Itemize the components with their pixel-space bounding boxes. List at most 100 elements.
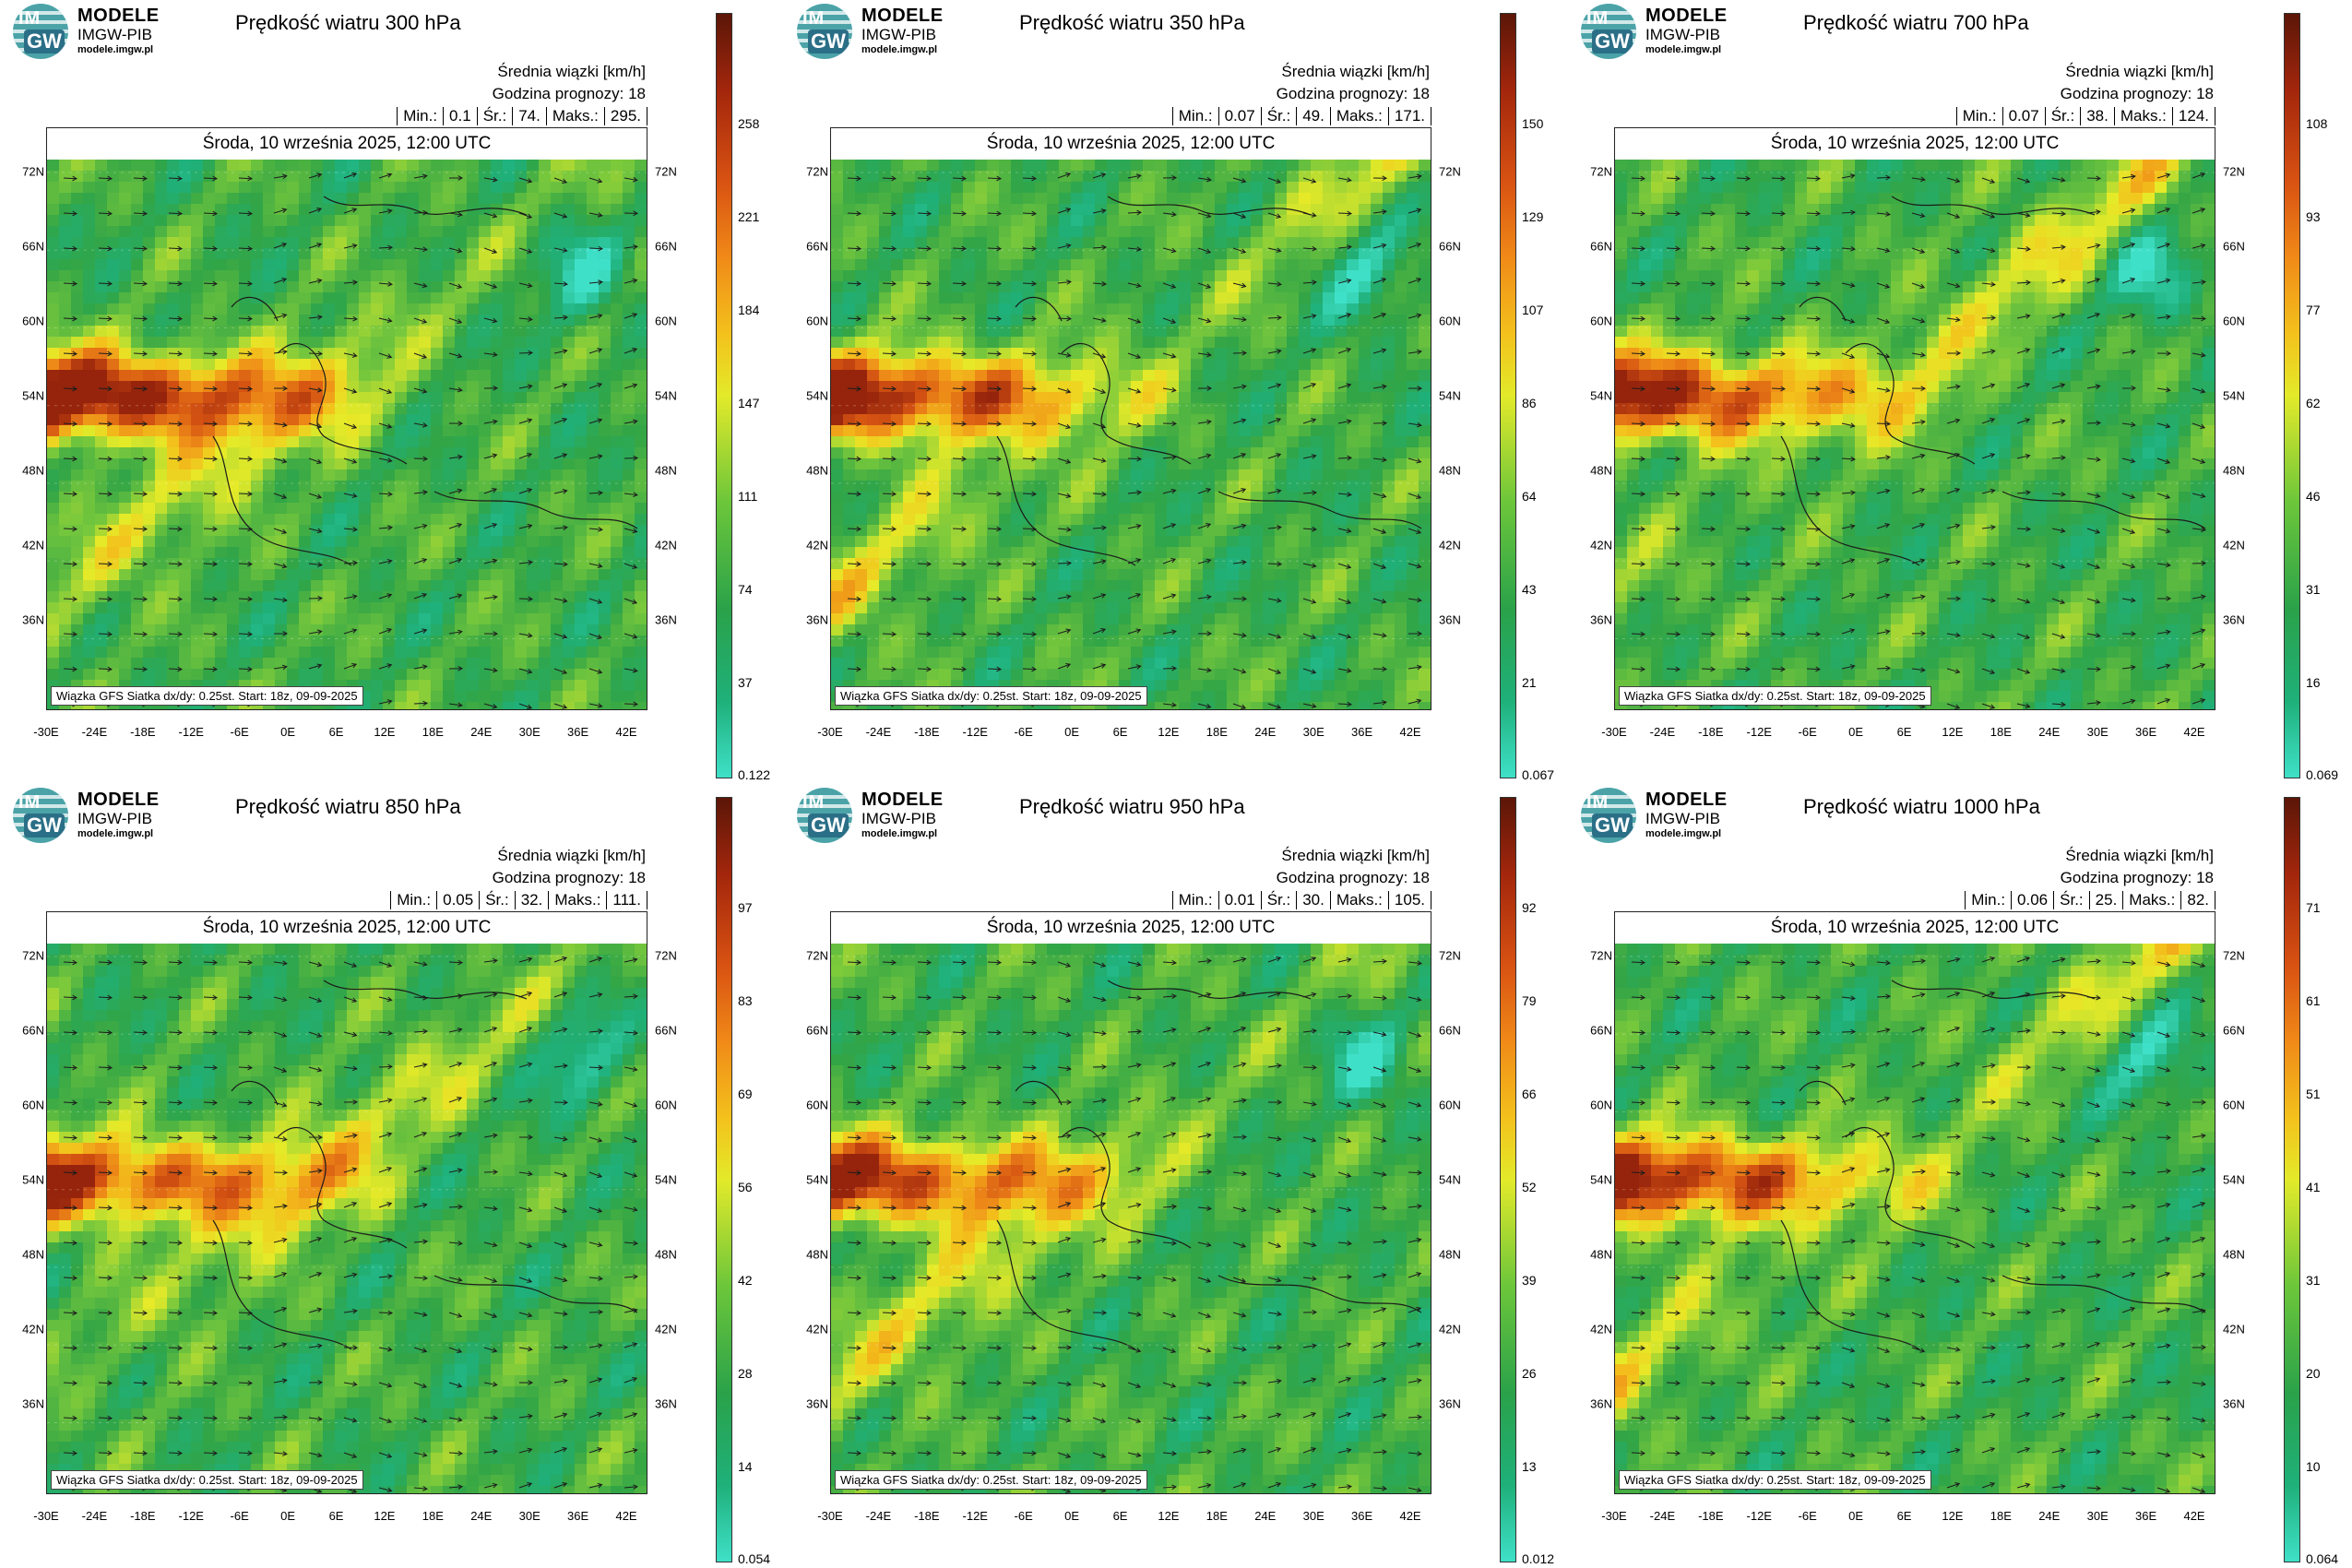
wind-arrow <box>518 1241 533 1248</box>
wind-arrow <box>98 386 113 392</box>
wind-arrow <box>1981 1481 1996 1489</box>
wind-arrow <box>2086 278 2101 284</box>
wind-arrow <box>1162 1484 1178 1491</box>
wind-arrow <box>378 1347 393 1352</box>
wind-arrow <box>2156 314 2171 320</box>
wind-arrow <box>2121 208 2136 214</box>
wind-arrow <box>378 1310 394 1316</box>
colorbar-tick-label: 107 <box>1522 303 1544 317</box>
wind-arrow <box>133 1380 148 1386</box>
logo-text-url: modele.imgw.pl <box>77 828 154 839</box>
wind-arrow <box>1372 1449 1387 1455</box>
wind-arrow <box>1631 456 1646 462</box>
wind-arrow <box>2016 668 2031 674</box>
wind-arrow <box>952 1099 968 1106</box>
wind-arrow <box>98 1380 113 1386</box>
wind-arrow <box>518 418 533 424</box>
lat-tick-label: 42N <box>1590 1322 1612 1336</box>
wind-arrow <box>553 383 568 389</box>
wind-arrow <box>308 1452 323 1458</box>
wind-arrow <box>2156 1343 2171 1348</box>
wind-arrow <box>203 491 219 497</box>
wind-arrow <box>1267 417 1282 424</box>
wind-arrow <box>987 1170 1003 1176</box>
wind-arrow <box>63 315 78 322</box>
wind-arrow <box>483 523 498 529</box>
wind-arrow <box>2051 210 2067 217</box>
wind-arrow <box>1911 1347 1926 1353</box>
wind-arrow <box>1701 315 1716 322</box>
wind-arrow <box>1022 210 1038 217</box>
longitude-labels: -30E -24E -18E -12E -6E 0E 6E 12E 18E 24E 30E 36E 42… <box>33 1509 646 1524</box>
wind-arrow <box>238 175 254 182</box>
wind-arrow <box>1806 1064 1822 1071</box>
wind-arrow <box>1736 1064 1752 1071</box>
wind-arrow <box>1127 523 1142 529</box>
wind-arrow <box>1057 594 1072 600</box>
logo-text-url: modele.imgw.pl <box>77 44 154 55</box>
lon-tick-label: 6E <box>1112 1509 1128 1523</box>
wind-arrow <box>1162 282 1177 289</box>
imgw-logo: IM GW MODELE IMGW-PIB modele.imgw.pl <box>13 788 179 843</box>
wind-arrow <box>1841 422 1856 428</box>
wind-arrow <box>1022 280 1038 287</box>
wind-arrow <box>1232 1062 1247 1068</box>
wind-arrow <box>413 1275 429 1281</box>
wind-arrow <box>1771 1450 1787 1456</box>
wind-arrow <box>1372 278 1387 284</box>
wind-arrow <box>2156 562 2171 568</box>
lat-tick-label: 60N <box>1439 1098 1461 1112</box>
wind-arrow <box>2086 1273 2101 1278</box>
wind-arrow <box>1736 596 1752 602</box>
wind-arrow <box>2086 209 2101 215</box>
wind-arrow <box>2086 666 2102 672</box>
wind-arrow <box>1057 560 1073 566</box>
wind-arrow <box>987 350 1003 357</box>
wind-arrow <box>133 421 148 427</box>
logo-text-imgw: IMGW-PIB <box>1645 26 1720 43</box>
wind-arrow <box>518 703 533 709</box>
wind-arrow <box>1337 177 1352 183</box>
wind-arrow <box>378 491 394 497</box>
wind-arrow <box>1841 524 1856 529</box>
wind-arrow <box>238 421 254 427</box>
wind-arrow <box>588 633 603 640</box>
wind-arrow <box>1736 386 1752 392</box>
wind-arrow <box>1771 1099 1787 1106</box>
wind-arrow <box>1946 1347 1961 1352</box>
wind-arrow <box>273 422 288 428</box>
wind-arrow <box>238 959 254 966</box>
wind-arrow <box>2156 243 2171 249</box>
wind-arrow <box>624 1342 638 1348</box>
wind-arrow <box>168 1029 184 1036</box>
wind-arrow <box>882 526 897 532</box>
longitude-labels: -30E -24E -18E -12E -6E 0E 6E 12E 18E 24E 30E 36E 42… <box>817 1509 1430 1524</box>
wind-arrow <box>1736 280 1752 287</box>
wind-arrow <box>483 631 499 636</box>
wind-arrow <box>2156 1202 2171 1208</box>
wind-arrow <box>1302 1206 1317 1213</box>
wind-arrow <box>553 1482 568 1489</box>
wind-vectors <box>847 172 1423 709</box>
wind-arrow <box>203 245 219 252</box>
imgw-logo: IM GW MODELE IMGW-PIB modele.imgw.pl <box>1581 4 1747 59</box>
wind-arrow <box>1631 1275 1646 1281</box>
lat-tick-label: 54N <box>2223 388 2245 403</box>
wind-arrow <box>624 1171 638 1178</box>
wind-arrow <box>1372 243 1387 249</box>
lat-tick-label: 54N <box>1590 388 1612 403</box>
imgw-logo: IM GW MODELE IMGW-PIB modele.imgw.pl <box>13 4 179 59</box>
wind-arrow <box>343 457 358 464</box>
wind-arrow <box>448 1450 464 1456</box>
wind-arrow <box>1736 994 1752 1001</box>
wind-arrow <box>1267 1063 1282 1069</box>
wind-arrow <box>343 1031 358 1038</box>
map-panel: IM GW MODELE IMGW-PIB modele.imgw.pl Prędkość… <box>1568 0 2352 784</box>
logo-badge-bottom: GW <box>808 30 849 53</box>
wind-arrow <box>1092 280 1107 287</box>
wind-arrow <box>1911 1097 1926 1103</box>
wind-arrow <box>1057 527 1072 532</box>
wind-arrow <box>1876 1132 1891 1138</box>
wind-arrow <box>2086 1239 2102 1245</box>
wind-arrow <box>2051 598 2066 605</box>
